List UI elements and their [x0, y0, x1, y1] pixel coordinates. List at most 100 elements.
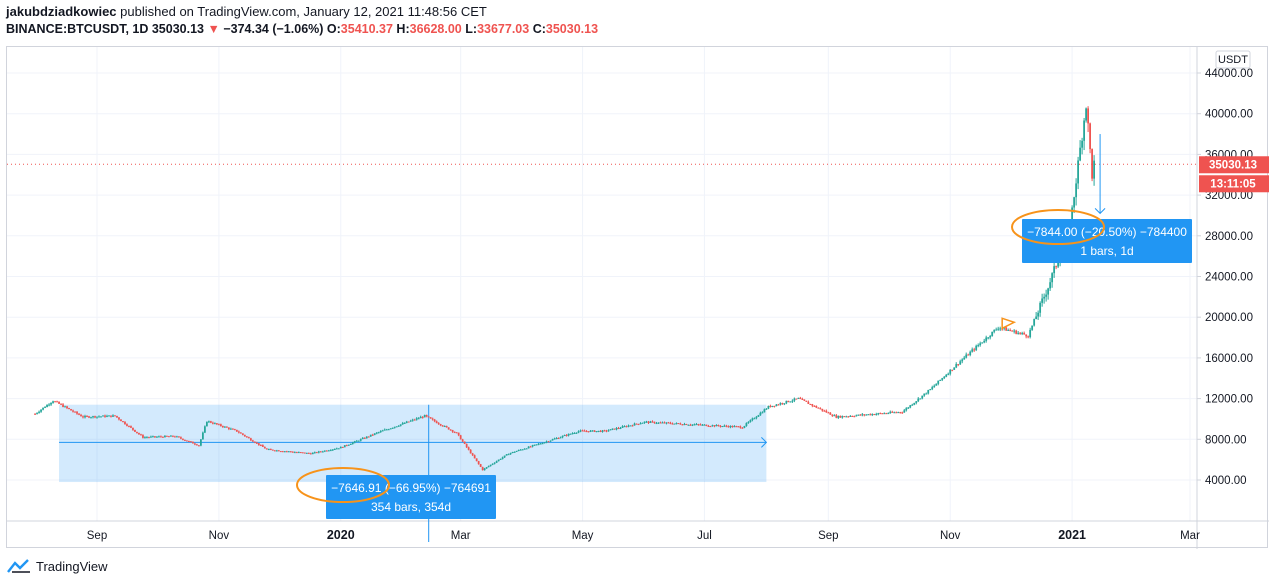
grid-lines — [7, 47, 1197, 521]
candle-body — [1049, 282, 1052, 289]
candle-body — [557, 438, 560, 440]
countdown-label: 13:11:05 — [1210, 178, 1256, 190]
candle-body — [451, 430, 454, 432]
candle-body — [182, 438, 184, 440]
candle-body — [373, 433, 376, 435]
candle-body — [853, 416, 856, 418]
candle-body — [501, 457, 504, 459]
candle-body — [737, 426, 740, 428]
candle-body — [973, 349, 976, 351]
candle-body — [811, 404, 814, 406]
candle-body — [309, 453, 312, 455]
candle-body — [209, 421, 212, 423]
candle-body — [1027, 336, 1030, 338]
time-tick-label: Mar — [1180, 530, 1200, 542]
symbol-label: BINANCE:BTCUSDT, 1D — [6, 22, 149, 36]
price-tick-label: 32000.00 — [1205, 190, 1253, 202]
candle-body — [186, 440, 188, 442]
chart-frame[interactable]: −7646.91 (−66.95%) −764691 354 bars, 354d… — [6, 46, 1269, 549]
down-triangle-icon: ▼ — [207, 22, 220, 36]
candle-body — [1051, 273, 1054, 283]
candle-body — [56, 401, 58, 403]
candle-body — [441, 425, 444, 427]
candle-body — [597, 430, 600, 432]
candle-body — [445, 426, 448, 428]
candle-body — [269, 449, 272, 451]
candle-body — [791, 400, 794, 402]
candle-body — [819, 408, 822, 410]
measure-label-box — [1022, 219, 1192, 263]
price-chart[interactable]: −7646.91 (−66.95%) −764691 354 bars, 354d… — [7, 47, 1269, 549]
candle-body — [277, 450, 280, 452]
candle-body — [457, 432, 460, 436]
candle-body — [995, 329, 998, 331]
candle-body — [499, 458, 502, 460]
candle-body — [475, 458, 478, 462]
currency-badge[interactable]: USDT — [1215, 50, 1251, 69]
candle-body — [681, 424, 684, 426]
candle-body — [34, 413, 36, 415]
candle-body — [1029, 329, 1032, 338]
candle-body — [295, 452, 298, 454]
candle-body — [489, 464, 492, 467]
candle-body — [741, 427, 744, 429]
candle-body — [977, 345, 980, 347]
candle-body — [847, 416, 850, 418]
candle-body — [136, 431, 138, 433]
candle-body — [929, 389, 932, 391]
high-label: H: — [396, 22, 410, 36]
price-tick-label: 8000.00 — [1205, 434, 1247, 446]
candle-body — [957, 364, 960, 366]
candle-body — [237, 431, 240, 433]
candle-body — [975, 345, 978, 350]
candle-body — [699, 424, 702, 426]
candle-body — [709, 426, 712, 428]
candle-body — [68, 408, 70, 410]
candle-body — [691, 424, 694, 426]
candle-body — [559, 437, 562, 439]
candle-body — [555, 438, 558, 440]
candle-body — [227, 427, 230, 430]
candle-body — [435, 421, 438, 424]
candle-body — [967, 354, 970, 356]
candle-body — [38, 411, 40, 413]
candle-body — [72, 410, 74, 412]
candle-body — [1087, 108, 1089, 124]
candle-body — [695, 424, 698, 426]
candle-body — [1071, 207, 1074, 230]
author-name[interactable]: jakubdziadkowiec — [6, 4, 117, 19]
candle-body — [271, 449, 274, 451]
candle-body — [965, 354, 968, 358]
tradingview-footer[interactable]: TradingView — [6, 558, 108, 574]
candle-body — [152, 436, 154, 438]
candle-body — [627, 425, 630, 427]
candle-body — [259, 445, 262, 447]
candle-body — [727, 426, 730, 428]
candle-body — [913, 402, 916, 405]
candle-body — [631, 425, 634, 427]
candle-body — [949, 369, 952, 374]
candle-body — [909, 405, 912, 408]
candle-body — [1053, 266, 1056, 274]
candle-body — [217, 424, 220, 426]
candle-body — [511, 451, 514, 453]
candle-body — [831, 414, 834, 416]
candle-body — [154, 436, 156, 438]
candle-body — [92, 416, 94, 418]
candle-body — [855, 415, 858, 417]
candle-body — [431, 418, 434, 420]
candle-body — [827, 412, 830, 414]
candle-body — [711, 425, 714, 427]
candle-body — [651, 421, 654, 423]
candle-body — [755, 416, 758, 419]
candle-body — [863, 414, 866, 416]
candle-body — [166, 435, 168, 437]
candle-body — [1019, 332, 1022, 334]
candle-body — [645, 421, 648, 423]
candle-body — [383, 429, 386, 431]
candle-body — [759, 412, 762, 416]
candle-body — [697, 424, 700, 426]
candle-body — [1005, 327, 1008, 331]
candle-body — [315, 452, 318, 454]
candle-body — [303, 452, 306, 454]
